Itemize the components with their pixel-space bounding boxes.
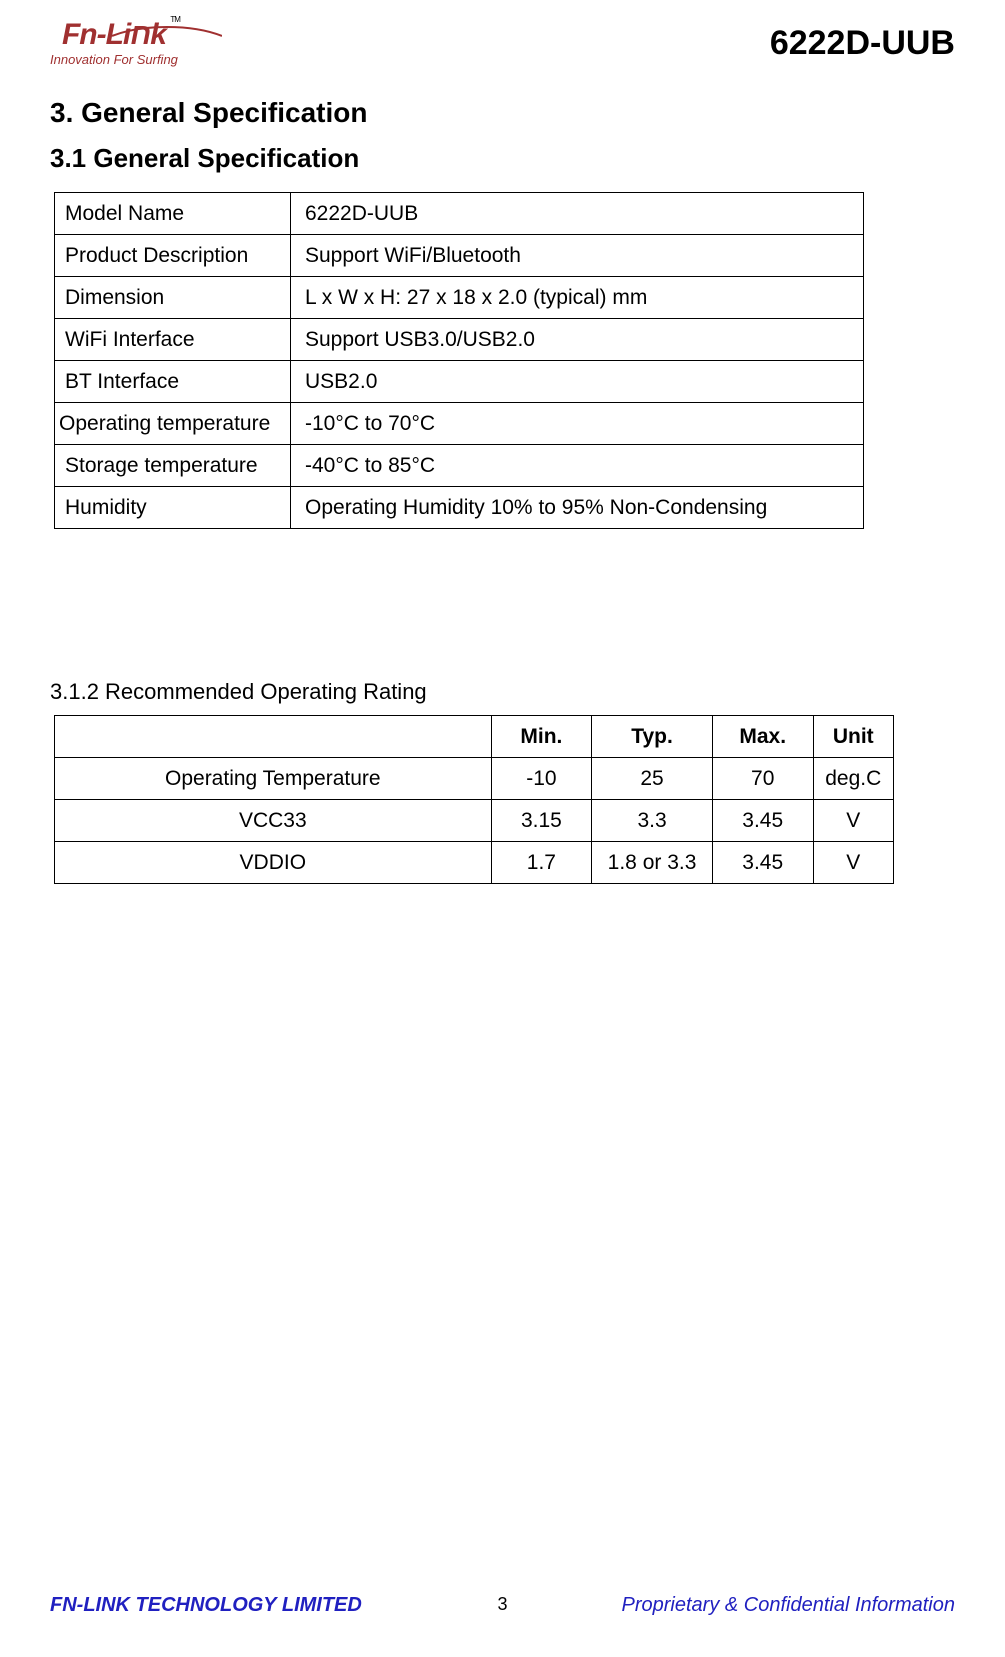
document-title: 6222D-UUB <box>770 24 955 63</box>
spec-label: Humidity <box>55 487 291 529</box>
rating-param: VCC33 <box>55 800 492 842</box>
spec-value: Support WiFi/Bluetooth <box>291 235 864 277</box>
logo-tm: TM <box>170 16 180 24</box>
table-row: VCC33 3.15 3.3 3.45 V <box>55 800 894 842</box>
table-header-row: Min. Typ. Max. Unit <box>55 716 894 758</box>
operating-rating-table: Min. Typ. Max. Unit Operating Temperatur… <box>54 715 894 884</box>
spec-label: Product Description <box>55 235 291 277</box>
rating-max: 70 <box>712 758 813 800</box>
spec-label: Storage temperature <box>55 445 291 487</box>
subsection2-heading: 3.1.2 Recommended Operating Rating <box>50 679 955 705</box>
rating-max: 3.45 <box>712 842 813 884</box>
section-heading: 3. General Specification <box>50 97 955 129</box>
table-row: Product Description Support WiFi/Bluetoo… <box>55 235 864 277</box>
table-row: Humidity Operating Humidity 10% to 95% N… <box>55 487 864 529</box>
rating-col-header: Typ. <box>592 716 713 758</box>
spec-value: 6222D-UUB <box>291 193 864 235</box>
table-row: VDDIO 1.7 1.8 or 3.3 3.45 V <box>55 842 894 884</box>
spec-value: -10°C to 70°C <box>291 403 864 445</box>
rating-min: 1.7 <box>491 842 592 884</box>
logo-text-1: Fn <box>62 18 97 51</box>
footer-page-number: 3 <box>50 1594 955 1615</box>
rating-typ: 1.8 or 3.3 <box>592 842 713 884</box>
rating-unit: deg.C <box>813 758 894 800</box>
rating-col-header: Max. <box>712 716 813 758</box>
spec-label: WiFi Interface <box>55 319 291 361</box>
spec-value: Operating Humidity 10% to 95% Non-Conden… <box>291 487 864 529</box>
spec-label: Model Name <box>55 193 291 235</box>
table-row: Operating Temperature -10 25 70 deg.C <box>55 758 894 800</box>
table-row: Operating temperature -10°C to 70°C <box>55 403 864 445</box>
rating-param: Operating Temperature <box>55 758 492 800</box>
spec-value: -40°C to 85°C <box>291 445 864 487</box>
spec-label: Operating temperature <box>55 403 291 445</box>
rating-min: -10 <box>491 758 592 800</box>
rating-max: 3.45 <box>712 800 813 842</box>
page-footer: FN-LINK TECHNOLOGY LIMITED 3 Proprietary… <box>50 1594 955 1617</box>
spec-value: USB2.0 <box>291 361 864 403</box>
rating-col-header: Min. <box>491 716 592 758</box>
logo-swoosh-icon <box>112 26 222 38</box>
logo: Fn-Liחk TM Innovation For Surfing <box>50 20 178 67</box>
logo-tagline: Innovation For Surfing <box>50 52 178 67</box>
spec-label: BT Interface <box>55 361 291 403</box>
subsection-heading: 3.1 General Specification <box>50 143 955 174</box>
page-header: Fn-Liחk TM Innovation For Surfing 6222D-… <box>50 20 955 67</box>
spec-value: L x W x H: 27 x 18 x 2.0 (typical) mm <box>291 277 864 319</box>
table-row: Storage temperature -40°C to 85°C <box>55 445 864 487</box>
table-row: Dimension L x W x H: 27 x 18 x 2.0 (typi… <box>55 277 864 319</box>
rating-col-header <box>55 716 492 758</box>
rating-unit: V <box>813 842 894 884</box>
rating-param: VDDIO <box>55 842 492 884</box>
rating-min: 3.15 <box>491 800 592 842</box>
table-row: BT Interface USB2.0 <box>55 361 864 403</box>
spec-value: Support USB3.0/USB2.0 <box>291 319 864 361</box>
spec-label: Dimension <box>55 277 291 319</box>
rating-col-header: Unit <box>813 716 894 758</box>
table-row: Model Name 6222D-UUB <box>55 193 864 235</box>
logo-wordmark: Fn-Liחk TM <box>62 20 166 50</box>
general-spec-table: Model Name 6222D-UUB Product Description… <box>54 192 864 529</box>
rating-typ: 3.3 <box>592 800 713 842</box>
table-row: WiFi Interface Support USB3.0/USB2.0 <box>55 319 864 361</box>
rating-typ: 25 <box>592 758 713 800</box>
rating-unit: V <box>813 800 894 842</box>
